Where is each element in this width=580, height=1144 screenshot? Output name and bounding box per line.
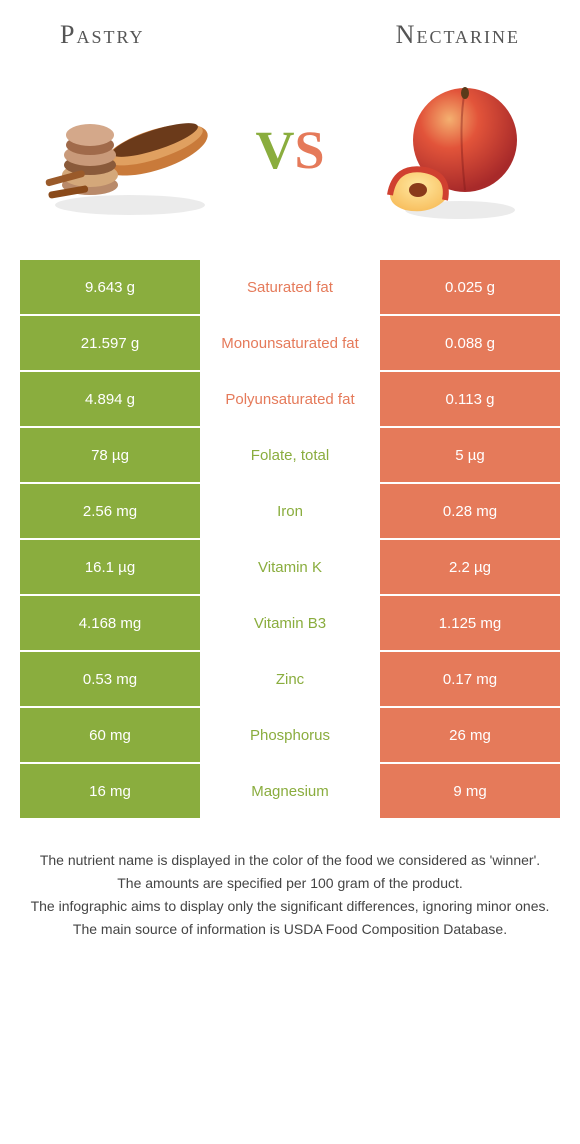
right-value-cell: 26 mg: [380, 708, 560, 762]
right-value-cell: 2.2 µg: [380, 540, 560, 594]
right-food-title: Nectarine: [396, 20, 520, 50]
nutrient-name-cell: Vitamin K: [200, 540, 380, 594]
table-row: 16 mgMagnesium9 mg: [20, 764, 560, 820]
table-row: 4.168 mgVitamin B31.125 mg: [20, 596, 560, 652]
right-value-cell: 0.088 g: [380, 316, 560, 370]
table-row: 16.1 µgVitamin K2.2 µg: [20, 540, 560, 596]
nutrient-name-cell: Polyunsaturated fat: [200, 372, 380, 426]
nutrient-name-cell: Folate, total: [200, 428, 380, 482]
header-row: Pastry Nectarine: [0, 0, 580, 60]
nutrient-name-cell: Iron: [200, 484, 380, 538]
right-value-cell: 9 mg: [380, 764, 560, 818]
table-row: 60 mgPhosphorus26 mg: [20, 708, 560, 764]
table-row: 2.56 mgIron0.28 mg: [20, 484, 560, 540]
left-value-cell: 0.53 mg: [20, 652, 200, 706]
nutrient-name-cell: Monounsaturated fat: [200, 316, 380, 370]
nutrient-table: 9.643 gSaturated fat0.025 g21.597 gMonou…: [20, 260, 560, 820]
nutrient-name-cell: Zinc: [200, 652, 380, 706]
left-value-cell: 2.56 mg: [20, 484, 200, 538]
images-row: VS: [0, 60, 580, 260]
footnote-line: The nutrient name is displayed in the co…: [30, 850, 550, 871]
nutrient-name-cell: Magnesium: [200, 764, 380, 818]
table-row: 4.894 gPolyunsaturated fat0.113 g: [20, 372, 560, 428]
right-value-cell: 0.28 mg: [380, 484, 560, 538]
right-value-cell: 0.025 g: [380, 260, 560, 314]
left-value-cell: 4.894 g: [20, 372, 200, 426]
left-value-cell: 9.643 g: [20, 260, 200, 314]
left-value-cell: 60 mg: [20, 708, 200, 762]
pastry-image: [40, 70, 220, 230]
vs-v-letter: V: [255, 120, 294, 180]
vs-label: VS: [255, 119, 324, 181]
table-row: 9.643 gSaturated fat0.025 g: [20, 260, 560, 316]
nutrient-name-cell: Phosphorus: [200, 708, 380, 762]
nectarine-image: [360, 70, 540, 230]
footnote-line: The amounts are specified per 100 gram o…: [30, 873, 550, 894]
table-row: 78 µgFolate, total5 µg: [20, 428, 560, 484]
footnote-line: The infographic aims to display only the…: [30, 896, 550, 917]
table-row: 21.597 gMonounsaturated fat0.088 g: [20, 316, 560, 372]
right-value-cell: 5 µg: [380, 428, 560, 482]
right-value-cell: 0.113 g: [380, 372, 560, 426]
left-value-cell: 78 µg: [20, 428, 200, 482]
right-value-cell: 1.125 mg: [380, 596, 560, 650]
left-value-cell: 4.168 mg: [20, 596, 200, 650]
footnote-line: The main source of information is USDA F…: [30, 919, 550, 940]
table-row: 0.53 mgZinc0.17 mg: [20, 652, 560, 708]
footnotes: The nutrient name is displayed in the co…: [0, 820, 580, 940]
left-value-cell: 16 mg: [20, 764, 200, 818]
vs-s-letter: S: [294, 120, 324, 180]
nutrient-name-cell: Saturated fat: [200, 260, 380, 314]
nutrient-name-cell: Vitamin B3: [200, 596, 380, 650]
left-value-cell: 21.597 g: [20, 316, 200, 370]
right-value-cell: 0.17 mg: [380, 652, 560, 706]
left-food-title: Pastry: [60, 20, 144, 50]
left-value-cell: 16.1 µg: [20, 540, 200, 594]
